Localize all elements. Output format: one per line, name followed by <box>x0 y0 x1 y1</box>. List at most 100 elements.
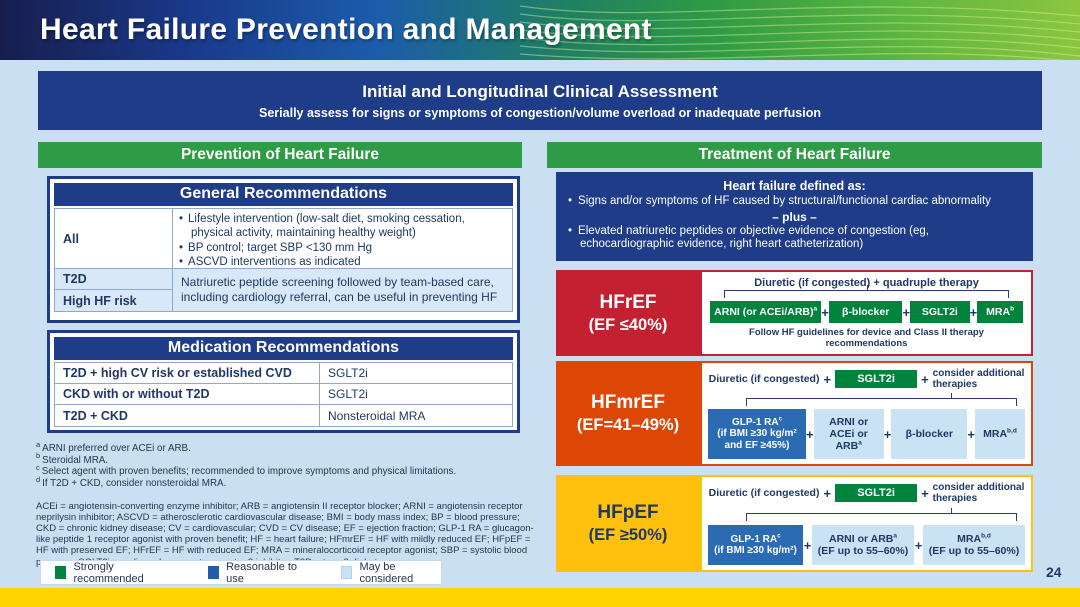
therapy-pill-sglt2i: SGLT2i <box>835 370 918 389</box>
general-recommendations-title: General Recommendations <box>54 183 513 206</box>
therapy-box-glp1: GLP-1 RAc (if BMI ≥30 kg/m²) <box>708 525 803 565</box>
therapy-pill-sglt2i: SGLT2i <box>910 301 970 323</box>
medication-recommendations-table: T2D + high CV risk or established CVD SG… <box>54 362 513 427</box>
footnote-c: c Select agent with proven benefits; reco… <box>36 462 541 478</box>
hfref-name: HFrEF <box>599 291 657 313</box>
plus-sign: + <box>821 304 829 320</box>
hfpef-ef-range: (EF ≥50%) <box>588 526 668 544</box>
all-recommendations-cell: Lifestyle intervention (low-salt diet, s… <box>173 209 512 269</box>
footnote-text: Select agent with proven benefits; recom… <box>41 466 457 478</box>
hf-definition-plus-divider: – plus – <box>772 209 817 224</box>
plus-sign: + <box>806 426 814 442</box>
hfref-therapy-pills: ARNI (or ACEi/ARB)a + β-blocker + SGLT2i… <box>710 301 1023 323</box>
slide-title: Heart Failure Prevention and Management <box>40 13 652 46</box>
plus-sign: + <box>803 537 812 553</box>
plus-sign: + <box>921 485 929 501</box>
medication-recommendations-title: Medication Recommendations <box>54 337 513 360</box>
footnote-marker: d <box>36 474 41 484</box>
plus-sign: + <box>823 371 832 387</box>
footnote-text: Steroidal MRA. <box>42 454 109 466</box>
hfmref-algorithm: Diuretic (if congested) + SGLT2i + consi… <box>700 361 1033 466</box>
assessment-subtitle: Serially assess for signs or symptoms of… <box>259 105 821 120</box>
hfref-guidelines-note: Follow HF guidelines for device and Clas… <box>749 327 984 349</box>
prevention-header: Prevention of Heart Failure <box>38 142 522 168</box>
hfpef-algorithm: Diuretic (if congested) + SGLT2i + consi… <box>700 475 1033 572</box>
footnote-marker: a <box>36 439 41 449</box>
therapy-pill-beta-blocker: β-blocker <box>828 301 903 323</box>
bracket-connector <box>724 285 1009 298</box>
legend-item-may-be-considered: May be considered <box>340 560 441 585</box>
footnote-marker: c <box>36 462 40 472</box>
therapy-box-beta-blocker: β-blocker <box>891 409 968 459</box>
hf-definition-bullet2: Elevated natriuretic peptides or objecti… <box>568 225 1021 252</box>
legend-label: May be considered <box>359 560 414 585</box>
treatment-header: Treatment of Heart Failure <box>547 142 1042 168</box>
bracket-connector <box>746 393 1017 407</box>
hfref-ef-range: (EF ≤40%) <box>588 315 668 334</box>
bullet-bp-control: BP control; target SBP <130 mm Hg <box>179 242 506 256</box>
hfmref-label: HFmrEF (EF=41–49%) <box>556 361 700 466</box>
legend-item-reasonable-to-use: Reasonable to use <box>207 560 307 585</box>
med-therapy: Nonsteroidal MRA <box>320 405 512 426</box>
bracket-connector <box>746 508 1017 522</box>
med-condition: CKD with or without T2D <box>55 384 320 405</box>
plus-sign: + <box>914 537 923 553</box>
hfmref-ef-range: (EF=41–49%) <box>576 416 680 434</box>
bullet-ascvd: ASCVD interventions as indicated <box>179 256 506 270</box>
hfpef-top-row: Diuretic (if congested) + SGLT2i + consi… <box>708 482 1025 504</box>
bottom-accent-bar <box>0 588 1080 607</box>
page-number: 24 <box>1046 564 1062 580</box>
footnotes: a ARNI preferred over ACEi or ARB. b Stero… <box>36 439 541 490</box>
therapy-pill-sglt2i: SGLT2i <box>835 484 918 503</box>
hf-definition-box: Heart failure defined as: Signs and/or s… <box>556 172 1033 261</box>
general-recommendations-box: General Recommendations All Lifestyle in… <box>47 176 520 323</box>
hfmref-therapy-boxes: GLP-1 RAc (if BMI ≥30 kg/m² and EF ≥45%)… <box>708 409 1025 459</box>
legend: Strongly recommended Reasonable to use M… <box>40 560 442 585</box>
hfref-algorithm: Diuretic (if congested) + quadruple ther… <box>700 270 1033 356</box>
consider-additional-text: consider additional therapies <box>932 482 1025 505</box>
row-label-t2d: T2D <box>55 269 173 290</box>
footnote-text: If T2D + CKD, consider nonsteroidal MRA. <box>42 477 227 489</box>
footnote-b: b Steroidal MRA. <box>36 452 541 467</box>
plus-sign: + <box>823 485 832 501</box>
hfmref-name: HFmrEF <box>591 392 665 413</box>
legend-label: Strongly recommended <box>73 560 144 585</box>
general-recommendations-table: All Lifestyle intervention (low-salt die… <box>54 208 513 312</box>
med-therapy: SGLT2i <box>320 363 512 384</box>
hf-definition-title: Heart failure defined as: <box>723 179 866 193</box>
consider-additional-text: consider additional therapies <box>932 368 1025 391</box>
legend-item-strongly-recommended: Strongly recommended <box>55 561 174 585</box>
therapy-box-arni-arb: ARNI or ARBa (EF up to 55–60%) <box>812 525 914 565</box>
footnote-d: d If T2D + CKD, consider nonsteroidal MRA… <box>36 474 541 490</box>
legend-swatch-blue <box>207 566 220 579</box>
wave-decoration-icon <box>520 5 1080 60</box>
assessment-banner: Initial and Longitudinal Clinical Assess… <box>38 71 1042 130</box>
therapy-box-arni-acei-arb: ARNI or ACEi or ARBa <box>813 409 884 459</box>
hf-definition-bullet1: Signs and/or symptoms of HF caused by st… <box>568 195 1021 209</box>
hfmref-top-row: Diuretic (if congested) + SGLT2i + consi… <box>708 368 1025 390</box>
hfpef-name: HFpEF <box>597 502 659 523</box>
slide-header: Heart Failure Prevention and Management <box>0 0 1080 60</box>
row-label-high-hf-risk: High HF risk <box>55 290 173 311</box>
therapy-pill-mra: MRAb <box>977 301 1023 323</box>
bullet-lifestyle: Lifestyle intervention (low-salt diet, s… <box>179 213 506 241</box>
therapy-box-mra: MRAb,d (EF up to 55–60%) <box>923 525 1025 565</box>
diuretic-text: Diuretic (if congested) <box>708 487 820 500</box>
med-condition: T2D + high CV risk or established CVD <box>55 363 320 384</box>
med-therapy: SGLT2i <box>320 384 512 405</box>
abbreviations: ACEi = angiotensin-converting enzyme inh… <box>36 500 534 568</box>
footnote-marker: b <box>36 451 41 461</box>
hfpef-label: HFpEF (EF ≥50%) <box>556 475 700 572</box>
hfref-label: HFrEF (EF ≤40%) <box>556 270 700 356</box>
row-label-all: All <box>55 209 173 269</box>
screening-recommendation-cell: Natriuretic peptide screening followed b… <box>173 269 512 311</box>
plus-sign: + <box>969 304 978 320</box>
footnote-a: a ARNI preferred over ACEi or ARB. <box>36 439 541 455</box>
footnote-text: ARNI preferred over ACEi or ARB. <box>42 443 191 454</box>
therapy-box-glp1: GLP-1 RAc (if BMI ≥30 kg/m² and EF ≥45%) <box>708 409 806 459</box>
diuretic-text: Diuretic (if congested) <box>708 373 820 386</box>
legend-label: Reasonable to use <box>226 560 298 585</box>
hfpef-row: HFpEF (EF ≥50%) Diuretic (if congested) … <box>556 475 1033 572</box>
hfmref-row: HFmrEF (EF=41–49%) Diuretic (if congeste… <box>556 361 1033 466</box>
